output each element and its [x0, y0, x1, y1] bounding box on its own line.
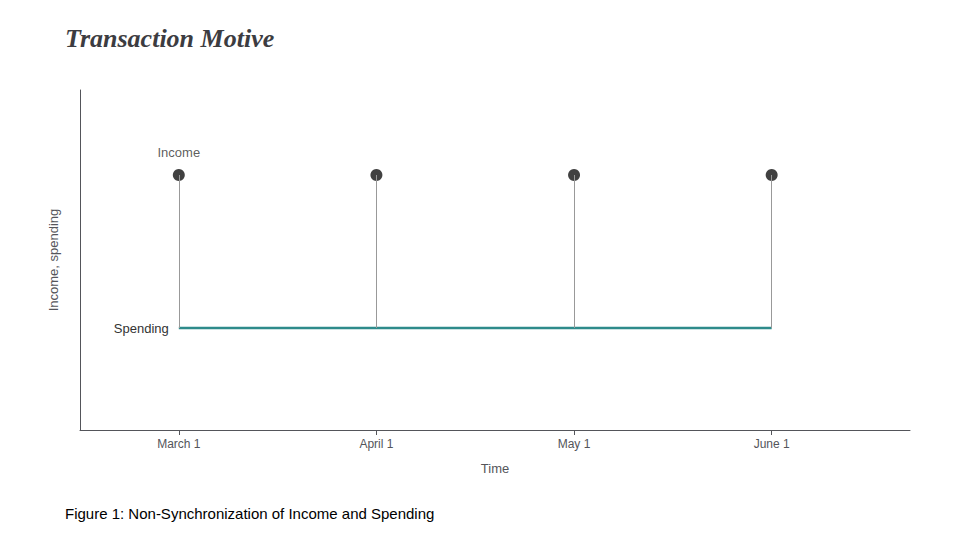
svg-text:Transaction Motive: Transaction Motive — [65, 24, 274, 53]
svg-text:May 1: May 1 — [558, 437, 591, 451]
svg-text:Spending: Spending — [114, 321, 169, 336]
svg-text:June 1: June 1 — [754, 437, 790, 451]
svg-text:April 1: April 1 — [359, 437, 393, 451]
svg-text:Time: Time — [481, 461, 509, 476]
svg-text:Income: Income — [157, 145, 200, 160]
svg-text:Figure 1: Non-Synchronization: Figure 1: Non-Synchronization of Income … — [65, 505, 434, 522]
svg-text:Income, spending: Income, spending — [46, 209, 61, 312]
svg-text:March 1: March 1 — [157, 437, 201, 451]
